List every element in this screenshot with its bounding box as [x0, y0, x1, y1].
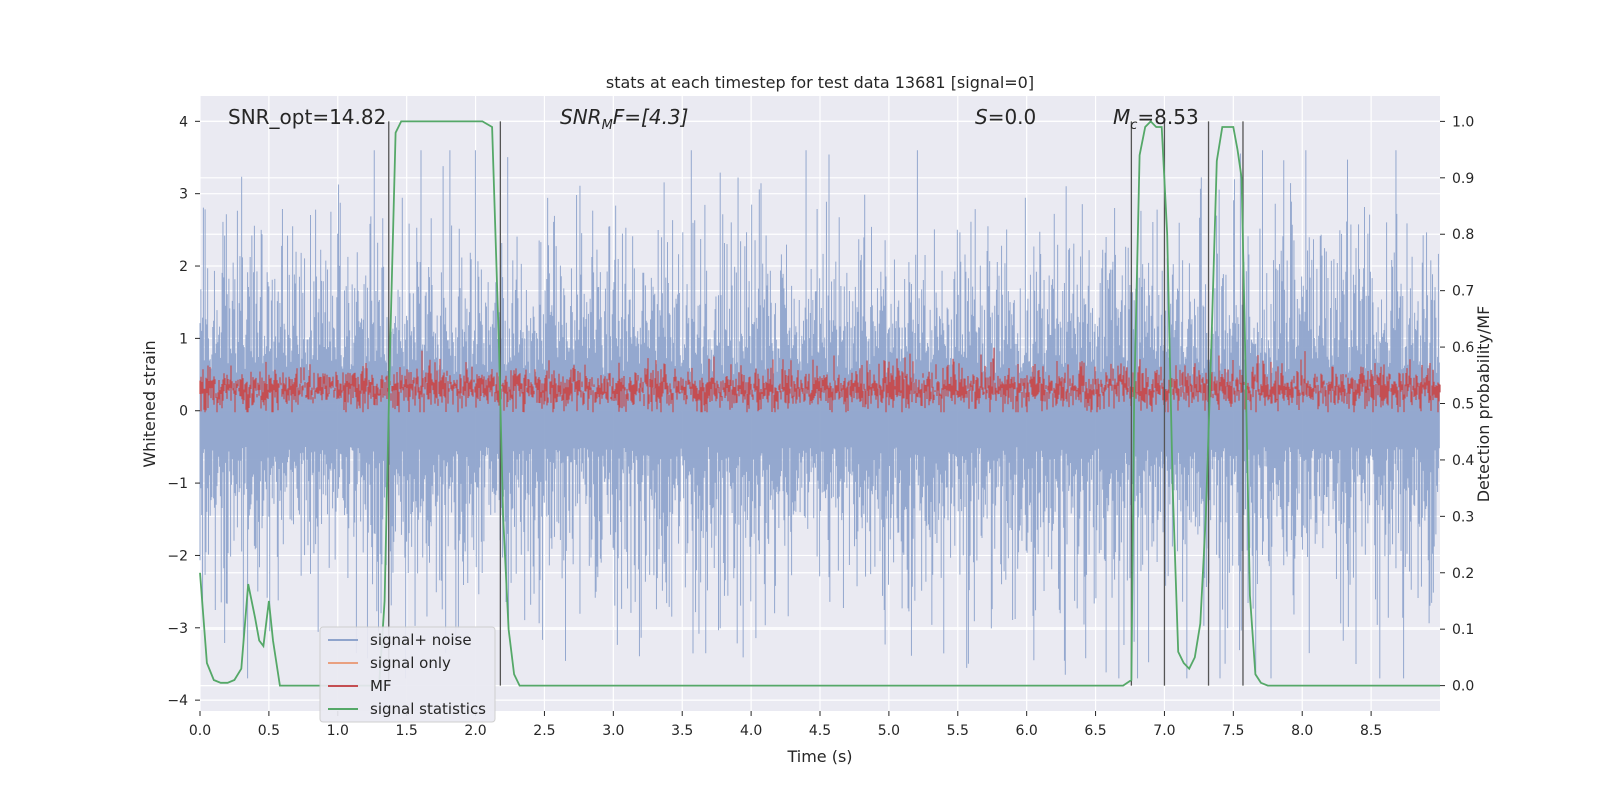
annotation-snr-opt: SNR_opt=14.82 — [228, 105, 386, 129]
y-tick-label: 1 — [179, 331, 188, 347]
x-tick-label: 1.5 — [396, 723, 418, 739]
y2-axis-ticks: 1.0 0.9 0.8 0.7 0.6 0.5 0.4 0.3 0.2 0.1 0.0 — [1440, 114, 1474, 695]
x-tick-label: 0.0 — [189, 723, 211, 739]
x-tick-label: 3.0 — [602, 723, 624, 739]
x-tick-label: 5.5 — [947, 723, 969, 739]
x-tick-label: 8.5 — [1360, 723, 1382, 739]
series-signal-statistics — [199, 120, 1440, 687]
y2-tick-label: 0.7 — [1452, 284, 1474, 300]
chart-title: stats at each timestep for test data 136… — [606, 73, 1034, 92]
annotation-s: S=0.0 — [975, 105, 1036, 129]
x-tick-label: 7.0 — [1153, 723, 1175, 739]
y-tick-label: −4 — [167, 693, 188, 709]
y-tick-label: 0 — [179, 404, 188, 420]
x-tick-label: 1.0 — [327, 723, 349, 739]
x-axis-ticks: 0.0 0.5 1.0 1.5 2.0 2.5 3.0 3.5 4.0 4.5 5.0 5.5 6.0 6… — [189, 711, 1382, 739]
mc-value: =8.53 — [1137, 105, 1198, 129]
y-tick-label: 2 — [179, 259, 188, 275]
x-tick-label: 0.5 — [258, 723, 280, 739]
x-tick-label: 6.0 — [1016, 723, 1038, 739]
x-tick-label: 4.5 — [809, 723, 831, 739]
annotation-mc: Mc=8.53 — [1113, 105, 1199, 133]
mc-base: M — [1113, 105, 1130, 129]
legend: signal+ noise signal only MF signal stat… — [319, 626, 496, 723]
y-tick-label: 3 — [179, 187, 188, 203]
y-axis-label: Whitened strain — [140, 340, 159, 467]
x-tick-label: 2.0 — [464, 723, 486, 739]
y2-tick-label: 0.2 — [1452, 566, 1474, 582]
x-tick-label: 4.0 — [740, 723, 762, 739]
y-tick-label: −3 — [167, 621, 188, 637]
snr-mf-tail: F=[4.3] — [613, 105, 689, 129]
x-tick-label: 5.0 — [878, 723, 900, 739]
x-tick-label: 6.5 — [1084, 723, 1106, 739]
legend-frame — [319, 626, 496, 723]
y2-tick-label: 0.3 — [1452, 509, 1474, 525]
x-tick-label: 8.0 — [1291, 723, 1313, 739]
y2-tick-label: 0.4 — [1452, 453, 1474, 469]
y-tick-label: −2 — [167, 548, 188, 564]
y2-tick-label: 0.0 — [1452, 679, 1474, 695]
y-tick-label: 4 — [179, 114, 188, 130]
y2-tick-label: 1.0 — [1452, 114, 1474, 130]
y2-tick-label: 0.6 — [1452, 340, 1474, 356]
x-axis-label: Time (s) — [786, 747, 852, 766]
annotation-snr-mf: SNRMF=[4.3] — [560, 105, 688, 133]
x-tick-label: 3.5 — [671, 723, 693, 739]
s-label: S — [975, 105, 988, 129]
y2-tick-label: 0.1 — [1452, 622, 1474, 638]
s-value: =0.0 — [988, 105, 1037, 129]
x-tick-label: 2.5 — [533, 723, 555, 739]
y2-tick-label: 0.9 — [1452, 171, 1474, 187]
y-axis-ticks: 4 3 2 1 0 −1 −2 −3 −4 — [167, 114, 200, 709]
mc-sub: c — [1130, 118, 1137, 133]
y-tick-label: −1 — [167, 476, 188, 492]
legend-label-mf: MF — [370, 677, 392, 695]
legend-label-signal-statistics: signal statistics — [370, 700, 486, 718]
x-tick-label: 7.5 — [1222, 723, 1244, 739]
y2-axis-label: Detection probability/MF — [1474, 306, 1493, 503]
y2-tick-label: 0.5 — [1452, 397, 1474, 413]
snr-mf-base: SNR — [560, 105, 602, 129]
legend-label-signal-only: signal only — [370, 654, 451, 672]
y2-tick-label: 0.8 — [1452, 227, 1474, 243]
legend-label-signal-noise: signal+ noise — [370, 631, 472, 649]
snr-mf-sub: M — [602, 118, 613, 133]
